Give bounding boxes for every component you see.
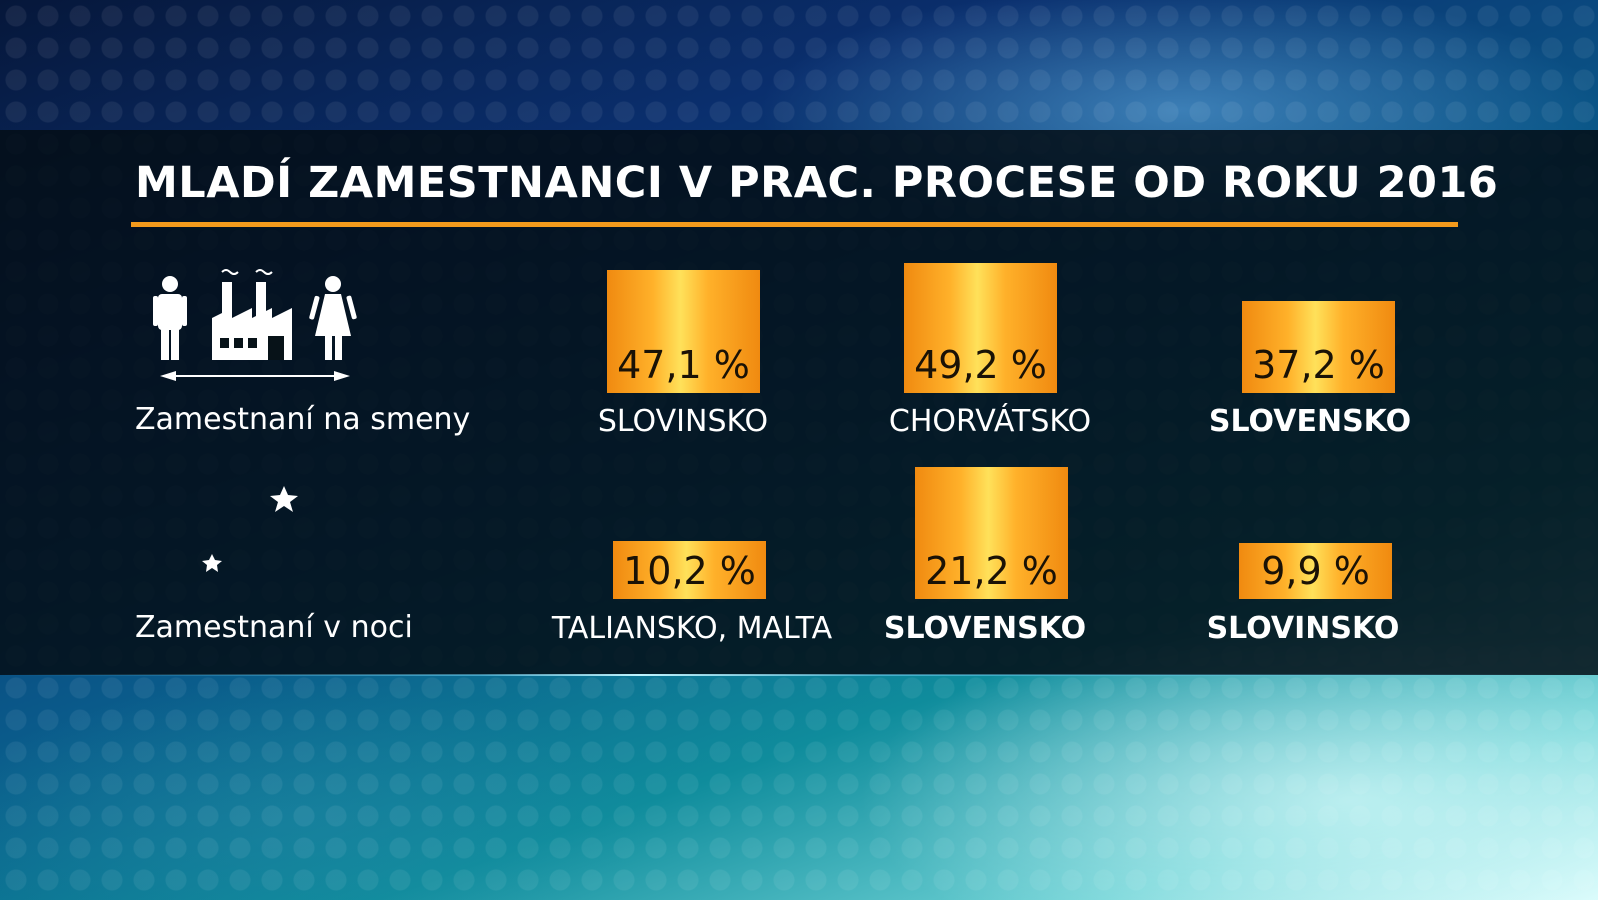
shift-workers-icon	[153, 269, 357, 381]
night-workers-icon	[202, 486, 298, 572]
country-label: SLOVINSKO	[597, 404, 769, 439]
woman-icon	[309, 276, 357, 360]
title-underline	[131, 222, 1458, 227]
value-label: 10,2 %	[623, 548, 756, 593]
chart-title: MLADÍ ZAMESTNANCI V PRAC. PROCESE OD ROK…	[135, 158, 1499, 208]
value-label: 37,2 %	[1252, 343, 1385, 387]
value-label: 47,1 %	[617, 342, 750, 387]
country-label: CHORVÁTSKO	[888, 404, 1092, 439]
man-icon	[153, 276, 187, 360]
country-label: SLOVENSKO	[883, 611, 1087, 646]
bar-night-slovinsko: 9,9 %	[1239, 543, 1392, 599]
country-label: TALIANSKO, MALTA	[551, 611, 833, 646]
panel-bottom-glow-line	[0, 674, 1598, 676]
double-arrow-icon	[160, 371, 350, 381]
value-label: 21,2 %	[925, 549, 1058, 593]
value-label: 9,9 %	[1261, 549, 1370, 593]
bar-night-taliansko-malta: 10,2 %	[613, 540, 766, 599]
country-label: SLOVENSKO	[1208, 404, 1412, 439]
factory-icon	[212, 269, 292, 360]
bar-shift-slovinsko: 47,1 %	[607, 269, 760, 393]
row-label-night: Zamestnaní v noci	[135, 610, 413, 645]
star-icon	[202, 554, 222, 572]
star-icon	[270, 486, 298, 512]
row-label-shift: Zamestnaní na smeny	[135, 402, 471, 437]
bar-night-slovensko: 21,2 %	[915, 467, 1068, 599]
bar-shift-slovensko: 37,2 %	[1242, 301, 1395, 393]
value-label: 49,2 %	[914, 343, 1047, 387]
country-label: SLOVINSKO	[1206, 611, 1400, 646]
bar-shift-chorvatsko: 49,2 %	[904, 263, 1057, 393]
